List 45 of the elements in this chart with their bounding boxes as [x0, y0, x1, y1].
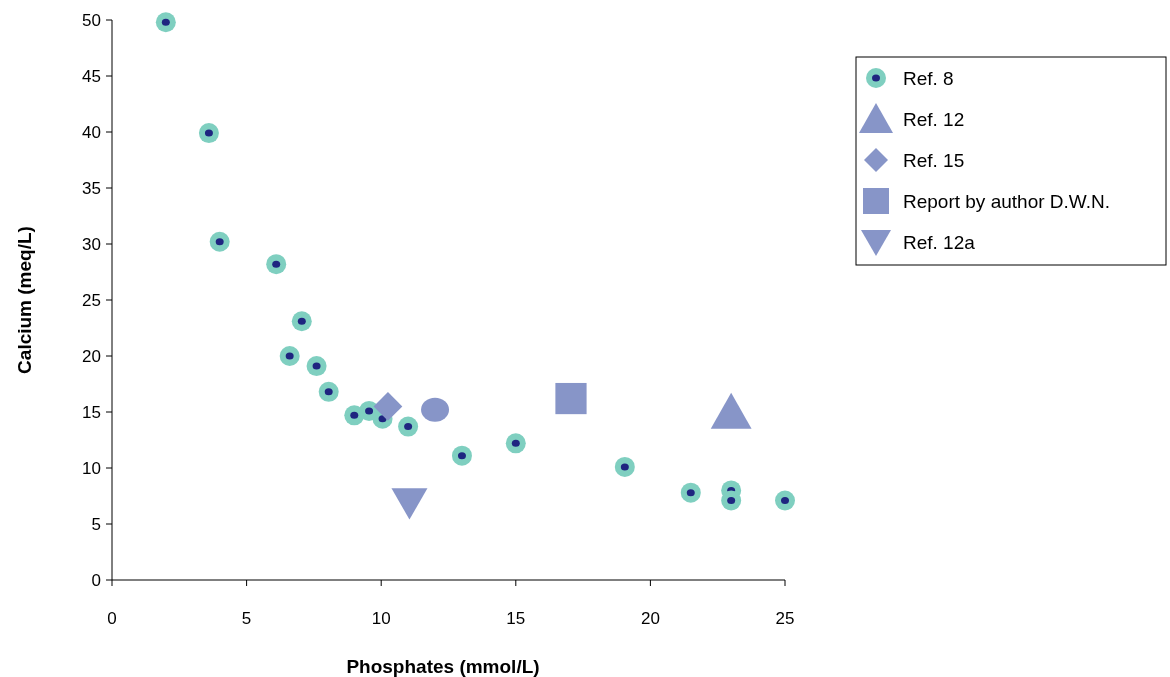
- x-tick-label: 25: [775, 609, 795, 628]
- legend-label: Report by author D.W.N.: [903, 190, 1110, 212]
- point: [505, 433, 526, 454]
- point: [555, 382, 587, 415]
- point: [710, 392, 752, 429]
- y-tick-label: 0: [91, 570, 101, 590]
- y-tick-label: 30: [82, 234, 101, 254]
- point: [614, 456, 635, 477]
- legend-label: Ref. 15: [903, 149, 965, 171]
- y-axis-title: Calcium (meq/L): [14, 226, 35, 374]
- point: [680, 482, 701, 503]
- y-tick-label: 40: [82, 122, 101, 142]
- point: [279, 346, 300, 366]
- point: [373, 392, 403, 421]
- point: [291, 311, 312, 332]
- y-tick-label: 10: [82, 458, 101, 478]
- point: [421, 397, 450, 422]
- legend-label: Ref. 8: [903, 67, 954, 89]
- point: [451, 445, 472, 466]
- point: [209, 231, 230, 252]
- legend-label: Ref. 12a: [903, 231, 976, 253]
- point: [266, 254, 287, 275]
- y-tick-label: 5: [91, 514, 101, 534]
- point: [318, 381, 339, 402]
- point: [398, 416, 419, 437]
- point: [721, 490, 742, 511]
- y-tick-label: 50: [82, 10, 101, 30]
- y-tick-label: 20: [82, 346, 101, 366]
- point: [391, 488, 428, 520]
- point: [306, 356, 327, 377]
- point: [344, 405, 365, 426]
- point: [775, 490, 795, 511]
- point: [155, 12, 176, 33]
- x-tick-label: 5: [241, 609, 252, 628]
- legend-label: Ref. 12: [903, 108, 965, 130]
- x-tick-label: 10: [371, 609, 391, 628]
- y-tick-label: 35: [82, 178, 101, 198]
- point: [198, 123, 219, 144]
- y-tick-label: 25: [82, 290, 101, 310]
- x-tick-label: 20: [640, 609, 660, 628]
- x-axis-title: Phosphates (mmol/L): [346, 656, 540, 677]
- x-tick-label: 0: [107, 609, 117, 628]
- y-tick-label: 45: [82, 66, 101, 86]
- x-tick-label: 15: [506, 609, 526, 628]
- y-tick-label: 15: [82, 402, 101, 422]
